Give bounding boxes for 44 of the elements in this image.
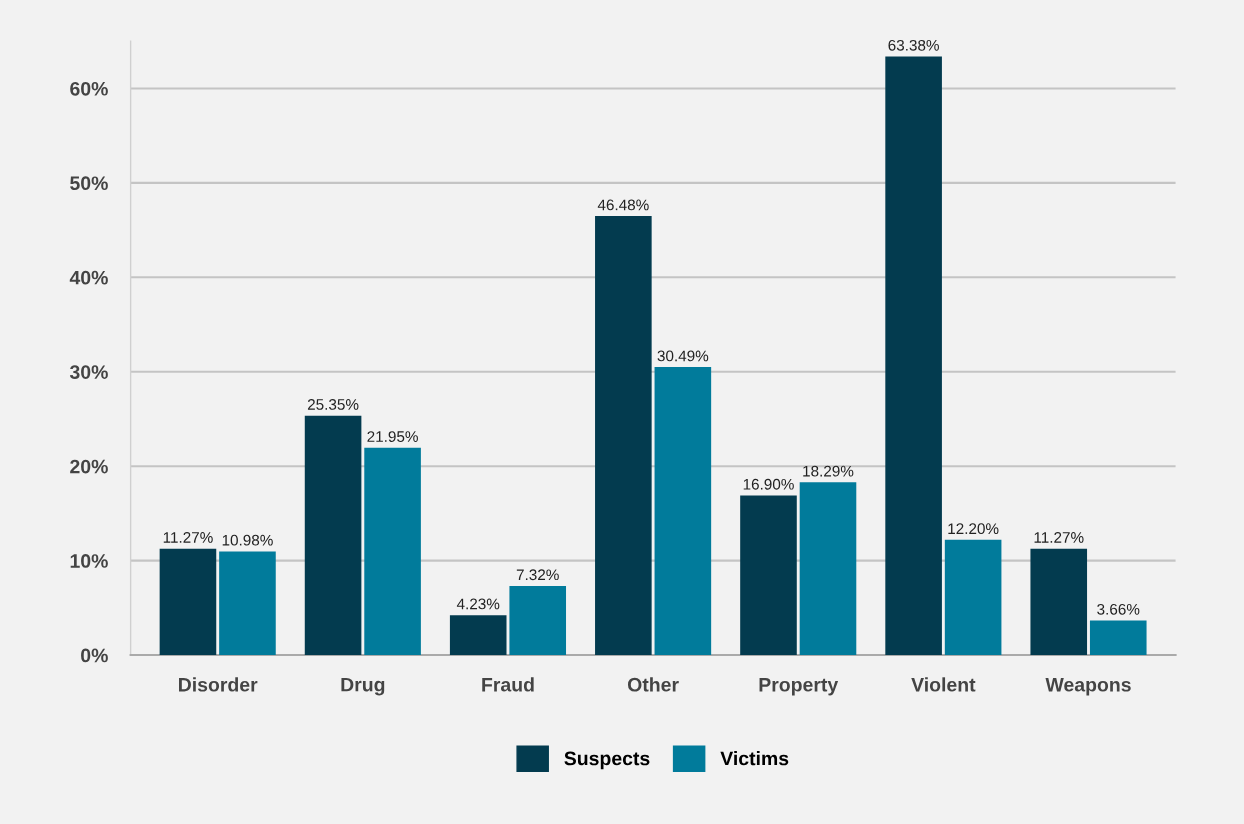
bar bbox=[885, 56, 942, 656]
data-label: 7.32% bbox=[516, 569, 559, 581]
data-label: 30.49% bbox=[657, 350, 709, 362]
data-label: 16.90% bbox=[743, 478, 794, 490]
y-tick-label: 60% bbox=[70, 81, 108, 96]
x-tick-label: Disorder bbox=[179, 677, 258, 692]
bar bbox=[799, 482, 857, 656]
bar bbox=[944, 539, 1002, 656]
y-tick-label: 0% bbox=[81, 648, 108, 663]
data-label: 10.98% bbox=[222, 534, 273, 546]
bar bbox=[595, 216, 652, 656]
legend-label: Victims bbox=[720, 751, 789, 766]
bar bbox=[740, 495, 797, 656]
bar bbox=[449, 615, 507, 656]
bar bbox=[1089, 620, 1147, 656]
y-tick-label: 50% bbox=[70, 176, 108, 191]
x-tick-label: Fraud bbox=[482, 677, 534, 692]
data-label: 63.38% bbox=[888, 39, 939, 51]
data-label: 11.27% bbox=[163, 532, 213, 543]
y-tick-label: 40% bbox=[69, 270, 108, 285]
x-tick-label: Weapons bbox=[1045, 678, 1131, 696]
x-tick-label: Property bbox=[759, 678, 839, 696]
data-label: 11.27% bbox=[1034, 532, 1084, 543]
bar bbox=[654, 367, 712, 656]
x-tick-label: Violent bbox=[911, 677, 976, 692]
y-tick-label: 20% bbox=[70, 459, 108, 474]
data-label: 46.48% bbox=[597, 199, 649, 211]
data-label: 21.95% bbox=[367, 431, 418, 442]
y-tick-label: 10% bbox=[70, 554, 108, 568]
data-label: 25.35% bbox=[307, 399, 359, 410]
bar bbox=[304, 415, 362, 656]
data-label: 3.66% bbox=[1097, 603, 1140, 615]
data-label: 4.23% bbox=[456, 598, 500, 610]
x-tick-label: Drug bbox=[341, 677, 385, 696]
bar bbox=[219, 551, 276, 656]
bar bbox=[1030, 548, 1088, 656]
bar bbox=[364, 447, 421, 656]
bar bbox=[159, 548, 217, 656]
data-label: 12.20% bbox=[948, 523, 999, 535]
legend-label: Suspects bbox=[564, 751, 650, 770]
y-tick-label: 30% bbox=[69, 365, 108, 380]
data-label: 18.29% bbox=[803, 465, 854, 477]
x-tick-label: Other bbox=[627, 677, 679, 692]
bar bbox=[509, 585, 567, 656]
